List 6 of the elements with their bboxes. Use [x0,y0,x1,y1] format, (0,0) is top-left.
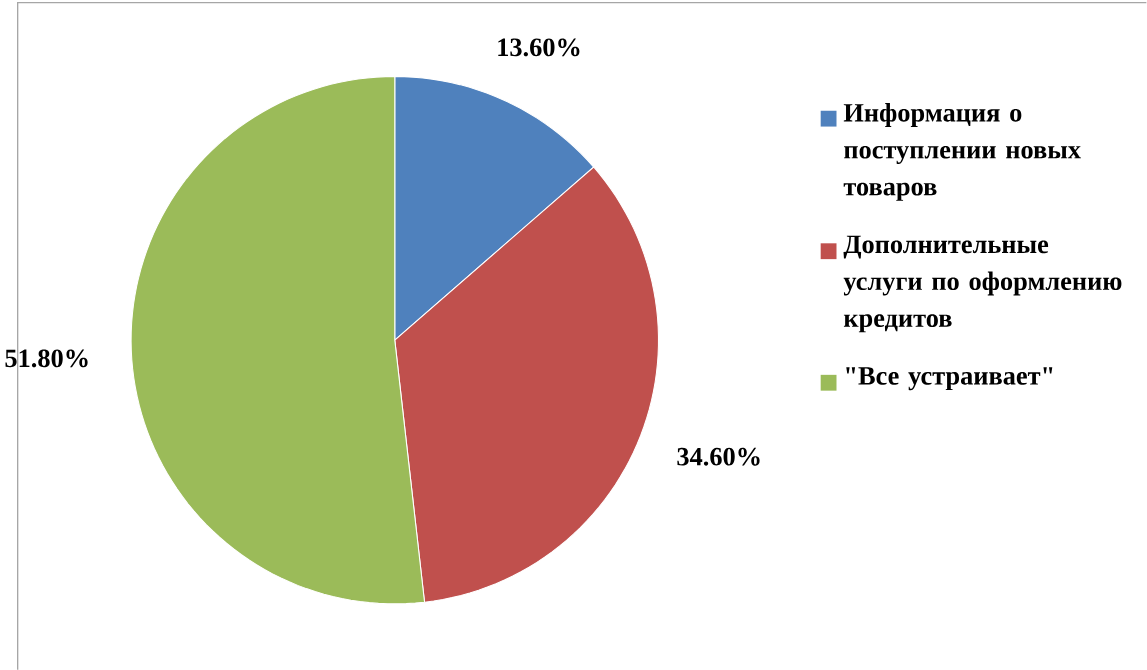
legend-label: "Все устраивает" [846,366,1053,390]
data-label: 34.60% [677,447,760,466]
data-label: 51.80% [5,349,88,368]
legend-label: Дополнительные услуги по оформлению кредитов [843,235,1122,333]
data-label: 13.60% [498,38,580,57]
legend-label: Информация о поступлении новых товаров [843,102,1081,201]
